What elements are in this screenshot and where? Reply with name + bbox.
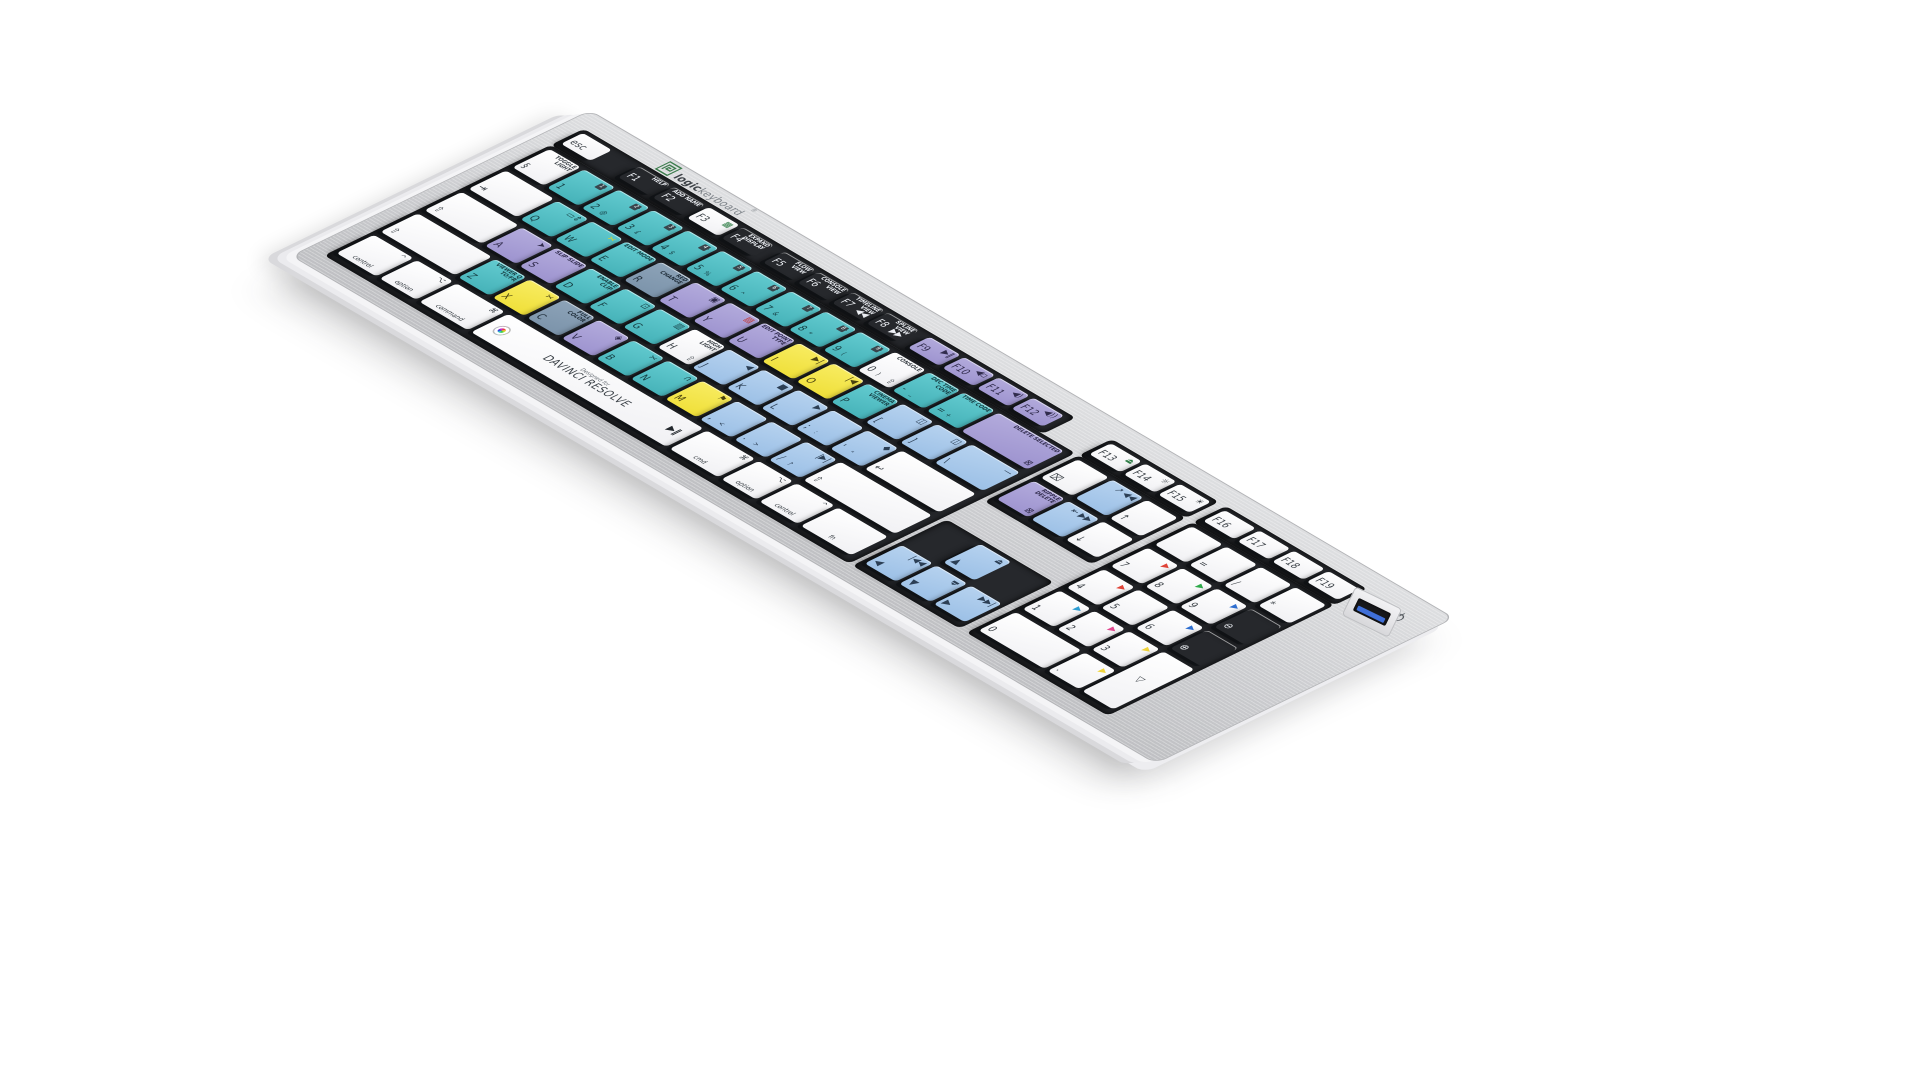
key-f3-icon: ▦ <box>719 220 737 230</box>
key-v-icon: ◈ <box>611 333 627 342</box>
key-f9-icon: ▶‖ <box>938 348 958 359</box>
key-arrow-down-icon: ⏏ <box>946 579 963 589</box>
key-delete-icon: ⊠ <box>1020 458 1037 467</box>
registered-mark: ® <box>748 207 760 214</box>
key-ripple-delete-icon: ⊠ <box>1021 506 1038 515</box>
flag-marker-icon: ▶ <box>1096 667 1112 676</box>
key-i-icon: ▶| <box>809 355 827 365</box>
key-n-icon: ∩ <box>680 374 696 383</box>
color-wheel-icon <box>489 323 516 338</box>
key-f13-icon: ⏏ <box>1121 456 1139 466</box>
key-g-icon: ▥ <box>671 321 688 331</box>
key-arrow-up-icon: ⏏ <box>991 557 1008 567</box>
key-slash-icon: |▶| <box>813 452 834 464</box>
flag-marker-icon: ▶ <box>1114 583 1131 592</box>
key-backslash-icon: — <box>999 467 1017 477</box>
key-y-icon: ▤ <box>741 315 758 325</box>
key-f14-icon: ☼ <box>1156 477 1173 486</box>
key-j-icon: ◀ <box>741 363 757 372</box>
key-f11-icon: ◀) <box>1008 389 1027 400</box>
key-k-icon: ■ <box>774 382 792 392</box>
key-quote-icon: ◆ <box>879 444 895 453</box>
flag-marker-icon: ▶ <box>1193 582 1209 591</box>
keyboard-body: logickeyboard® esc HELP F1 ADD NAME F2 ▦ F3 EXP… <box>290 110 1455 764</box>
key-0-icon: ⇧ <box>882 377 899 386</box>
key-t-icon: ▣ <box>706 295 724 305</box>
key-a-icon: ➤ <box>533 241 550 250</box>
flag-marker-icon: ▶ <box>1228 602 1244 611</box>
key-h-icon: ⇧ <box>682 354 699 363</box>
brand-logo: logickeyboard® <box>654 160 760 219</box>
key-bracket-left-icon: ◫ <box>913 417 931 426</box>
play-pause-icon: ▶‖ <box>662 425 684 437</box>
flag-marker-icon: ▶ <box>1140 645 1156 654</box>
key-b-icon: ✂ <box>645 353 661 363</box>
key-f12-icon: ◀)) <box>1040 408 1061 420</box>
flag-marker-icon: ▶ <box>1184 624 1200 633</box>
key-bracket-right-icon: ◫ <box>948 437 965 447</box>
key-l-icon: ▶ <box>810 403 826 412</box>
key-o-icon: |◀ <box>843 375 862 386</box>
key-w-icon: ✂ <box>603 235 620 244</box>
flag-marker-icon: ▶ <box>1070 605 1087 614</box>
logickeyboard-logo-icon <box>655 160 684 176</box>
key-f10-icon: ◀▫ <box>971 368 992 380</box>
key-x-icon: ✂ <box>541 293 558 302</box>
flag-marker-icon: ▶ <box>1158 562 1175 571</box>
key-f-icon: ⊡ <box>637 302 654 311</box>
flag-marker-icon: ▶ <box>1105 625 1121 634</box>
key-f15-icon: ☀ <box>1191 497 1208 506</box>
key-m-icon: ⚑ <box>713 394 730 403</box>
